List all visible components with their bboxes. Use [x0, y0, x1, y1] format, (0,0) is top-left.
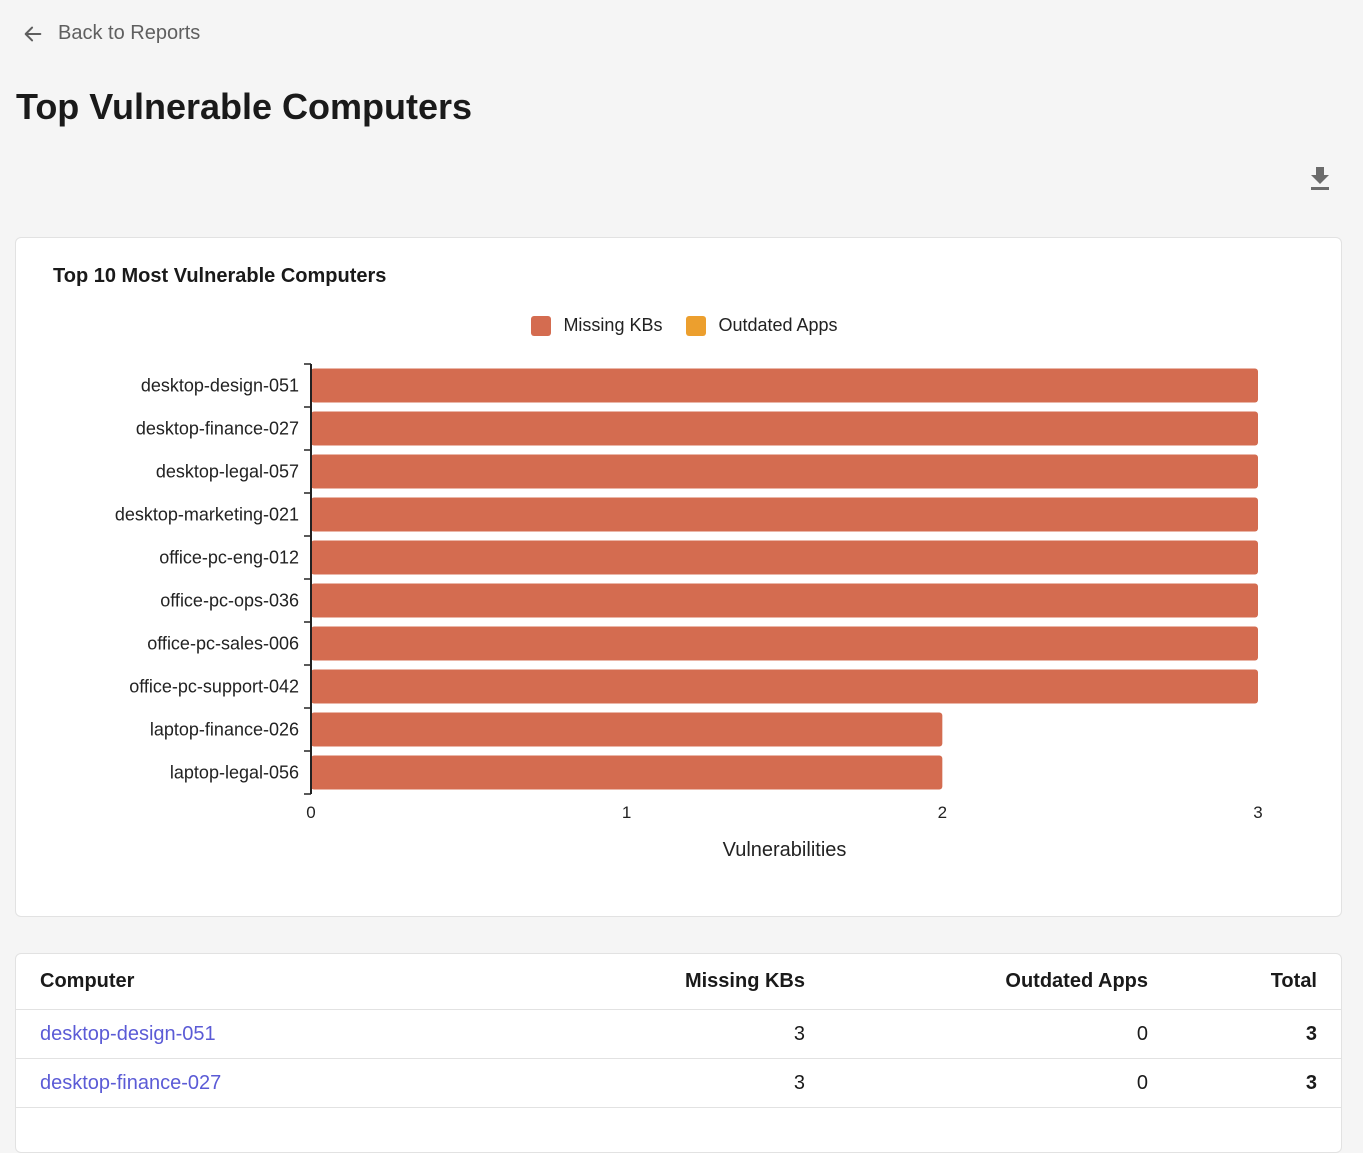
- y-tick-label: office-pc-sales-006: [147, 634, 299, 654]
- outdated-apps-cell: 0: [1136, 1071, 1148, 1094]
- x-tick-label: 0: [306, 803, 315, 822]
- bar-missing-kbs: [311, 583, 1258, 618]
- legend-swatch: [686, 315, 707, 336]
- header-total[interactable]: Total: [1270, 970, 1317, 992]
- y-tick-label: office-pc-support-042: [129, 677, 299, 697]
- computer-link[interactable]: desktop-finance-027: [40, 1071, 222, 1094]
- header-outdated-apps[interactable]: Outdated Apps: [1005, 970, 1148, 992]
- y-tick-label: laptop-legal-056: [170, 763, 299, 783]
- table-row: desktop-finance-027 3 0 3: [16, 1059, 1341, 1108]
- chart-card: Top 10 Most Vulnerable Computers Missing…: [15, 237, 1342, 917]
- y-tick-label: desktop-legal-057: [156, 462, 299, 482]
- computers-table: Computer Missing KBs Outdated Apps Total…: [15, 953, 1342, 1153]
- legend-label: Outdated Apps: [718, 315, 838, 335]
- x-tick-label: 2: [938, 803, 947, 822]
- total-cell: 3: [1305, 1022, 1317, 1045]
- back-label: Back to Reports: [58, 22, 201, 44]
- header-computer[interactable]: Computer: [40, 970, 135, 992]
- page-title: Top Vulnerable Computers: [16, 86, 473, 127]
- y-tick-label: office-pc-ops-036: [160, 591, 299, 611]
- outdated-apps-cell: 0: [1136, 1022, 1148, 1045]
- missing-kbs-cell: 3: [793, 1022, 805, 1045]
- table-header-row: Computer Missing KBs Outdated Apps Total: [16, 954, 1341, 1010]
- legend-item-missing-kbs[interactable]: Missing KBs: [531, 315, 662, 336]
- legend-swatch: [531, 315, 552, 336]
- bar-chart: desktop-design-051 desktop-finance-027 des…: [115, 363, 1263, 861]
- bar-missing-kbs: [311, 411, 1258, 446]
- chart-legend: Missing KBs Outdated Apps: [16, 315, 1341, 336]
- bar-missing-kbs: [311, 712, 943, 747]
- bar-missing-kbs: [311, 497, 1258, 532]
- bar-missing-kbs: [311, 669, 1258, 704]
- computer-link[interactable]: desktop-design-051: [40, 1022, 216, 1045]
- bar-missing-kbs: [311, 755, 943, 790]
- back-to-reports-link[interactable]: Back to Reports: [22, 22, 200, 45]
- bar-missing-kbs: [311, 454, 1258, 489]
- y-tick-label: desktop-marketing-021: [115, 505, 299, 525]
- missing-kbs-cell: 3: [793, 1071, 805, 1094]
- x-axis-title: Vulnerabilities: [723, 839, 847, 861]
- y-tick-label: office-pc-eng-012: [159, 548, 299, 568]
- total-cell: 3: [1305, 1071, 1317, 1094]
- x-tick-label: 1: [622, 803, 631, 822]
- download-icon[interactable]: [1308, 165, 1332, 191]
- bar-missing-kbs: [311, 368, 1258, 403]
- chart-title: Top 10 Most Vulnerable Computers: [53, 265, 387, 287]
- arrow-left-icon: [24, 26, 42, 41]
- table-row: desktop-design-051 3 0 3: [16, 1010, 1341, 1059]
- x-tick-label: 3: [1253, 803, 1262, 822]
- legend-item-outdated-apps[interactable]: Outdated Apps: [686, 315, 838, 336]
- y-tick-label: laptop-finance-026: [150, 720, 299, 740]
- header-missing-kbs[interactable]: Missing KBs: [684, 970, 805, 992]
- y-tick-label: desktop-design-051: [141, 376, 299, 396]
- y-tick-label: desktop-finance-027: [136, 419, 299, 439]
- bar-missing-kbs: [311, 540, 1258, 575]
- bar-missing-kbs: [311, 626, 1258, 661]
- legend-label: Missing KBs: [563, 315, 663, 335]
